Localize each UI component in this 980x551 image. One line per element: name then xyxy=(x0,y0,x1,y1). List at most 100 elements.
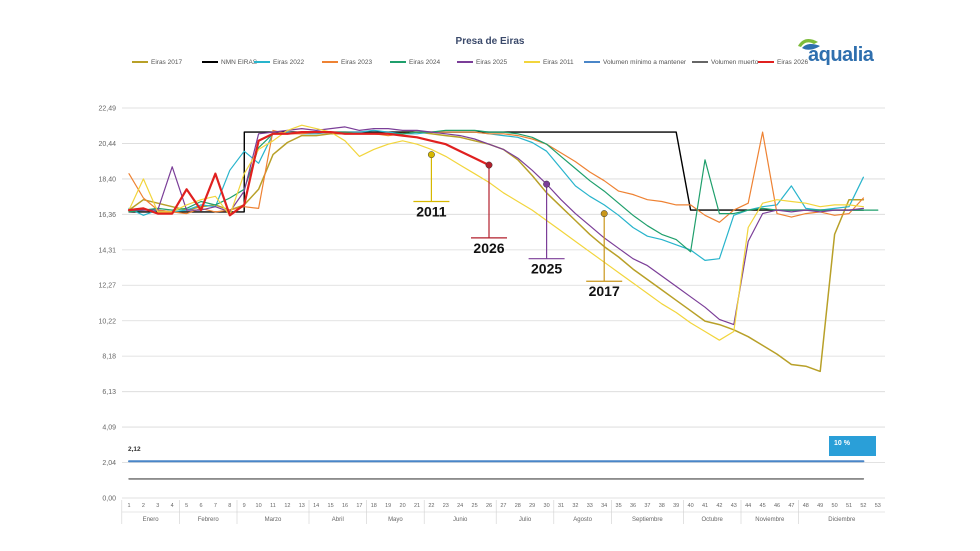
x-tick-label: 28 xyxy=(515,503,521,509)
x-tick-label: 50 xyxy=(832,503,838,509)
month-label: Febrero xyxy=(198,517,220,523)
y-tick-label: 18,40 xyxy=(98,176,116,183)
x-tick-label: 38 xyxy=(659,503,665,509)
x-tick-label: 44 xyxy=(745,503,751,509)
annotation-label: 2011 xyxy=(416,203,447,219)
x-tick-label: 2 xyxy=(142,503,145,509)
legend-item: NMN EIRAS xyxy=(202,59,257,66)
legend-label: Eiras 2011 xyxy=(543,59,574,66)
x-tick-label: 7 xyxy=(214,503,217,509)
x-tick-label: 23 xyxy=(443,503,449,509)
x-tick-label: 46 xyxy=(774,503,780,509)
y-tick-label: 20,44 xyxy=(98,141,116,148)
x-tick-label: 48 xyxy=(803,503,809,509)
percent-badge-label: 10 % xyxy=(834,440,851,447)
x-tick-label: 8 xyxy=(228,503,231,509)
x-tick-label: 41 xyxy=(702,503,708,509)
annotation-label: 2025 xyxy=(531,261,562,277)
x-tick-label: 25 xyxy=(472,503,478,509)
legend-label: Eiras 2017 xyxy=(151,59,183,66)
series-line xyxy=(128,126,865,326)
series-line xyxy=(127,131,491,217)
legend-item: Eiras 2023 xyxy=(322,59,372,66)
series-line xyxy=(128,124,865,341)
x-tick-label: 34 xyxy=(601,503,607,509)
annotation-label: 2017 xyxy=(589,283,620,299)
x-tick-label: 42 xyxy=(716,503,722,509)
series-line xyxy=(128,129,865,261)
series-line xyxy=(128,129,865,223)
annotation-marker xyxy=(600,210,608,218)
legend-item: Volumen muerto xyxy=(692,59,758,66)
x-tick-label: 52 xyxy=(860,503,866,509)
legend-swatch xyxy=(758,61,774,64)
x-tick-label: 22 xyxy=(428,503,434,509)
x-tick-label: 21 xyxy=(414,503,420,509)
x-tick-label: 53 xyxy=(875,503,881,509)
percent-badge xyxy=(829,436,876,456)
legend-swatch xyxy=(692,61,708,64)
month-label: Noviembre xyxy=(755,517,785,523)
legend-label: Eiras 2024 xyxy=(409,59,441,66)
annotation-marker xyxy=(485,161,493,169)
y-tick-label: 6,13 xyxy=(102,389,116,396)
legend-label: Eiras 2022 xyxy=(273,59,305,66)
chart-title: Presa de Eiras xyxy=(455,36,525,47)
legend-swatch xyxy=(202,61,218,64)
x-tick-label: 39 xyxy=(673,503,679,509)
legend-swatch xyxy=(524,61,540,64)
month-label: Marzo xyxy=(265,517,282,523)
legend-item: Eiras 2022 xyxy=(254,59,304,66)
legend-item: Eiras 2017 xyxy=(132,59,182,66)
month-label: Enero xyxy=(143,517,160,523)
legend-swatch xyxy=(390,61,406,64)
y-tick-label: 16,36 xyxy=(98,212,116,219)
legend-item: Eiras 2025 xyxy=(457,59,507,66)
legend-label: Eiras 2026 xyxy=(777,59,809,66)
x-tick-label: 45 xyxy=(760,503,766,509)
legend-item: Eiras 2024 xyxy=(390,59,440,66)
aqualia-fish-logo-icon xyxy=(798,38,820,50)
legend-label: Eiras 2023 xyxy=(341,59,373,66)
month-label: Diciembre xyxy=(828,517,856,523)
y-tick-label: 12,27 xyxy=(98,283,116,290)
x-tick-label: 4 xyxy=(171,503,174,509)
y-tick-label: 4,09 xyxy=(102,425,116,432)
annotation-label: 2026 xyxy=(473,240,504,256)
y-tick-label: 8,18 xyxy=(102,354,116,361)
x-tick-label: 18 xyxy=(371,503,377,509)
month-label: Octubre xyxy=(702,517,724,523)
x-tick-label: 51 xyxy=(846,503,852,509)
x-tick-label: 19 xyxy=(385,503,391,509)
x-tick-label: 3 xyxy=(156,503,159,509)
y-tick-label: 14,31 xyxy=(98,247,116,254)
x-tick-label: 17 xyxy=(356,503,362,509)
month-label: Mayo xyxy=(388,517,403,523)
x-tick-label: 36 xyxy=(630,503,636,509)
x-tick-label: 47 xyxy=(788,503,794,509)
legend-item: Volumen mínimo a mantener xyxy=(584,59,686,66)
min-volume-label: 2,12 xyxy=(128,446,141,453)
annotation-marker xyxy=(427,151,435,159)
x-tick-label: 33 xyxy=(587,503,593,509)
legend-label: NMN EIRAS xyxy=(221,59,258,66)
x-tick-label: 10 xyxy=(256,503,262,509)
aqualia-logo: aqualia xyxy=(796,36,886,70)
legend-swatch xyxy=(132,61,148,64)
x-tick-label: 31 xyxy=(558,503,564,509)
series-line xyxy=(128,131,865,213)
x-tick-label: 12 xyxy=(284,503,290,509)
x-tick-label: 32 xyxy=(572,503,578,509)
x-tick-label: 24 xyxy=(457,503,463,509)
y-tick-label: 2,04 xyxy=(102,460,116,467)
x-tick-label: 16 xyxy=(342,503,348,509)
month-label: Septiembre xyxy=(632,517,663,523)
x-tick-label: 26 xyxy=(486,503,492,509)
y-tick-label: 10,22 xyxy=(98,318,116,325)
month-label: Abril xyxy=(332,517,344,523)
legend-label: Volumen mínimo a mantener xyxy=(603,59,687,66)
month-label: Julio xyxy=(519,517,532,523)
x-tick-label: 1 xyxy=(127,503,130,509)
